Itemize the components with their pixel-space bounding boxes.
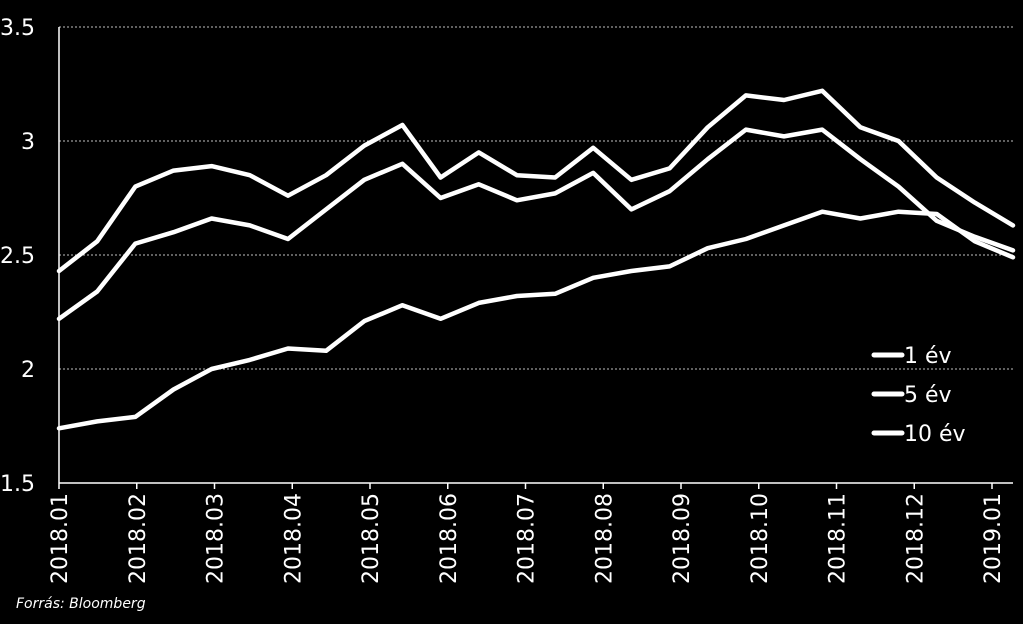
x-tick-label: 2019.01 (981, 493, 1006, 584)
y-tick-label: 3.5 (0, 16, 35, 41)
y-tick-label: 2 (21, 358, 35, 383)
x-tick-label: 2018.07 (515, 493, 540, 584)
x-tick-label: 2018.12 (903, 493, 928, 584)
legend: 1 év 5 év 10 év (871, 344, 966, 447)
x-tick-label: 2018.08 (592, 493, 617, 584)
x-tick-label: 2018.05 (359, 493, 384, 584)
y-axis-ticks: 1.5 2 2.5 3 3.5 (0, 16, 35, 497)
series-lines (56, 88, 1016, 431)
x-tick-label: 2018.03 (204, 493, 229, 584)
series-line-1 (56, 209, 1016, 431)
x-tick-label: 2018.01 (48, 493, 73, 584)
x-tick-label: 2018.11 (826, 493, 851, 584)
y-tick-label: 3 (21, 130, 35, 155)
legend-label: 5 év (904, 383, 952, 408)
legend-label: 10 év (904, 422, 966, 447)
series-line-2 (56, 127, 1016, 322)
series-line-3 (56, 88, 1016, 274)
y-tick-label: 2.5 (0, 244, 35, 269)
legend-label: 1 év (904, 344, 952, 369)
grid-lines (59, 26, 1013, 370)
x-tick-label: 2018.04 (281, 493, 306, 584)
x-tick-label: 2018.10 (748, 493, 773, 584)
x-tick-label: 2018.02 (126, 493, 151, 584)
x-tick-label: 2018.09 (670, 493, 695, 584)
source-note: Forrás: Bloomberg (16, 596, 146, 612)
x-axis-ticks: 2018.01 2018.02 2018.03 2018.04 2018.05 2018.… (48, 483, 1006, 584)
x-tick-label: 2018.06 (437, 493, 462, 584)
y-tick-label: 1.5 (0, 472, 35, 497)
